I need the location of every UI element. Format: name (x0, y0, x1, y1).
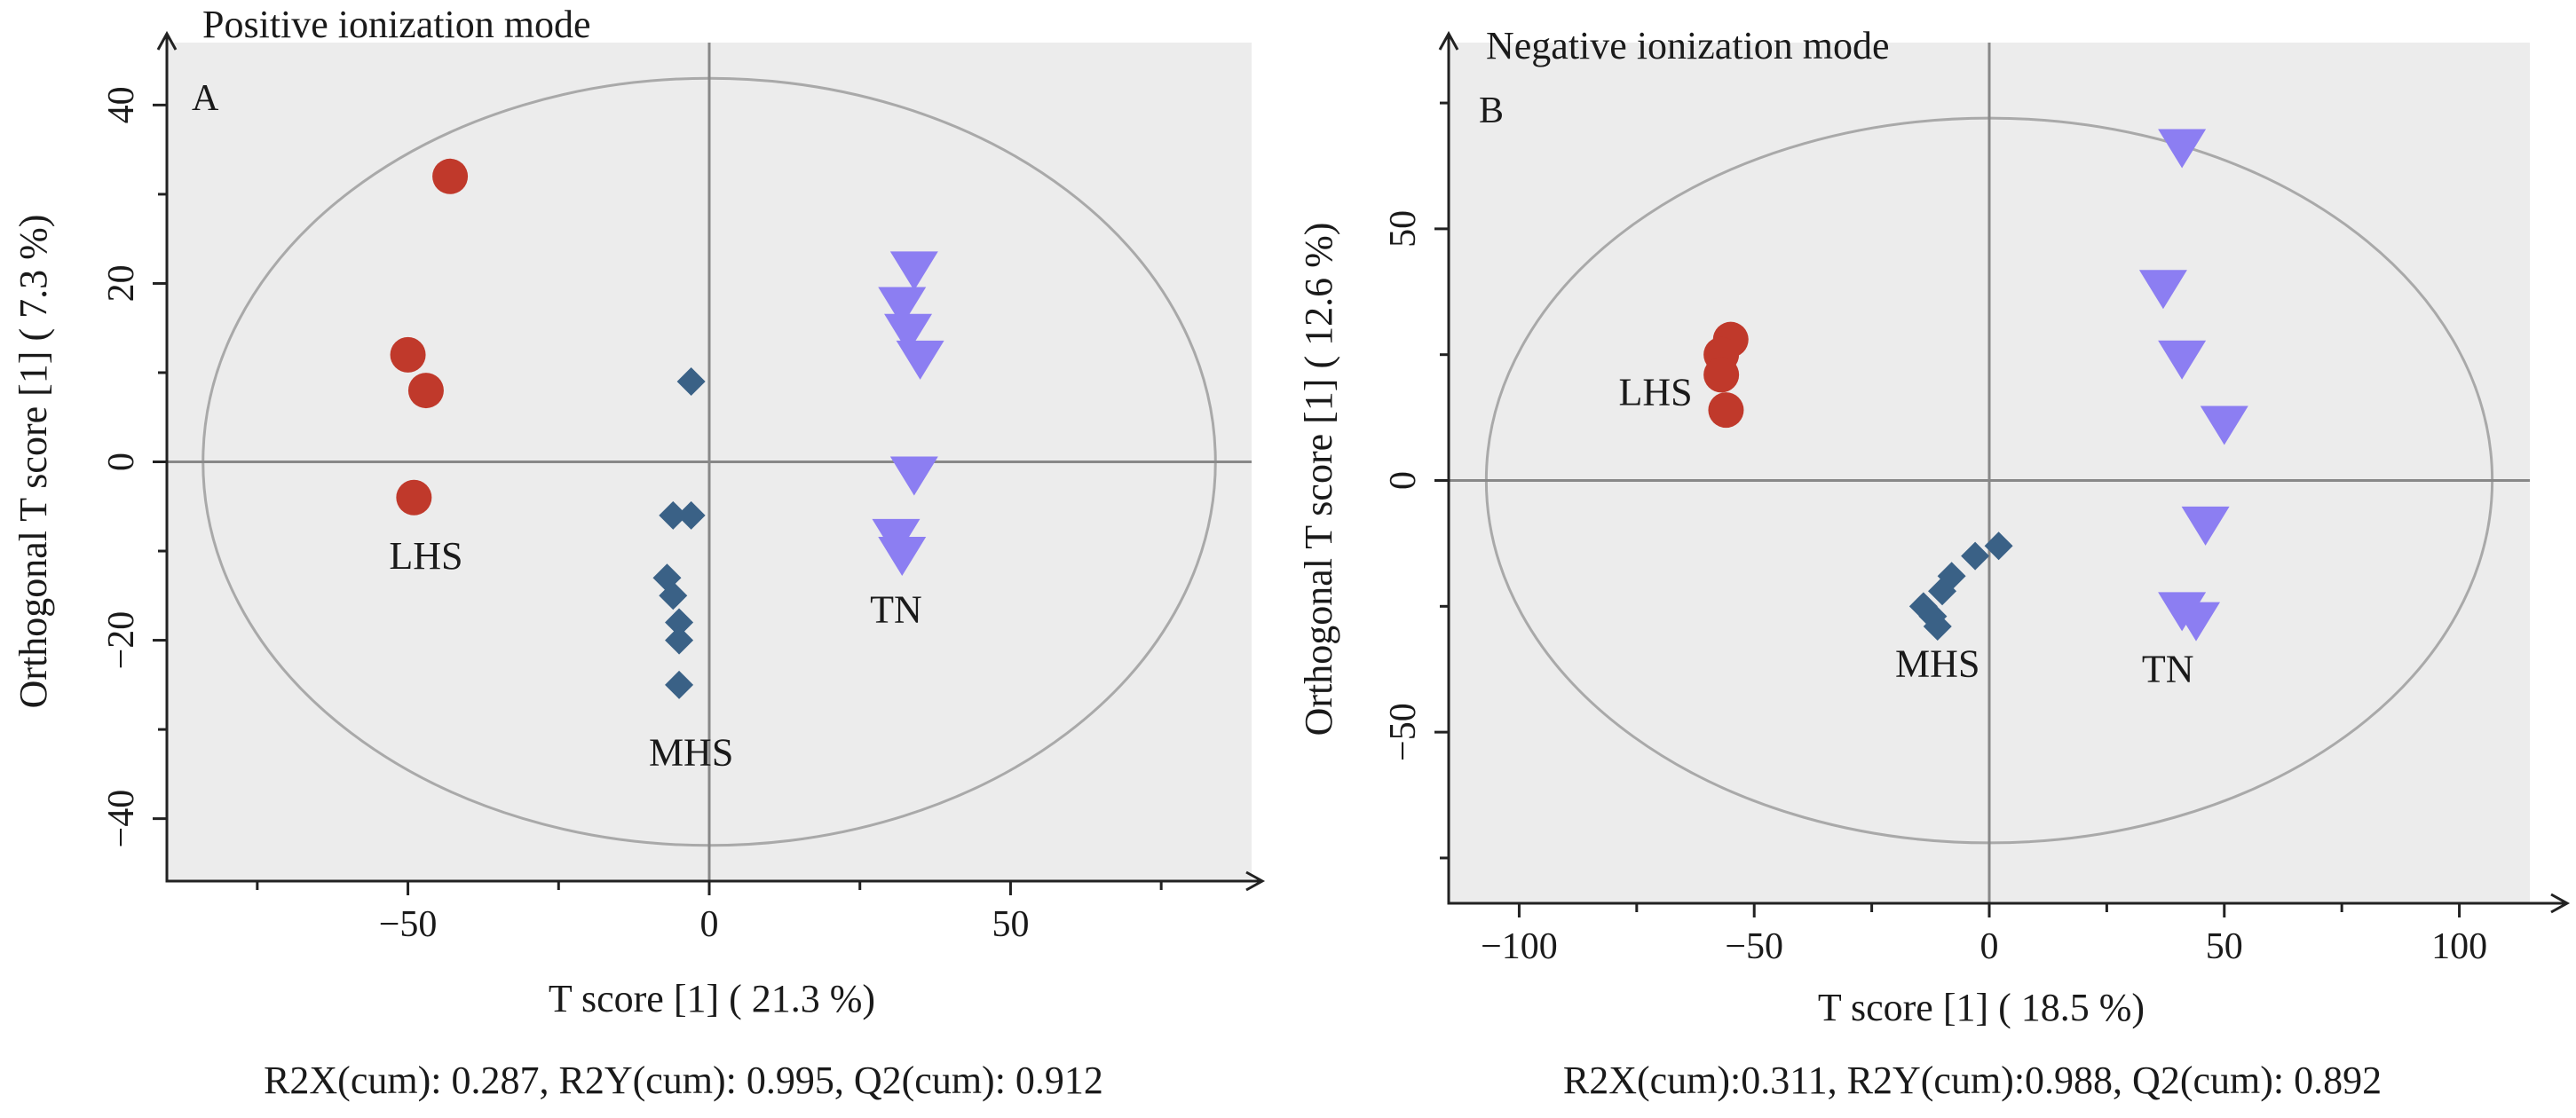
y-tick-label-a: 40 (101, 86, 142, 123)
point-tn-a (878, 287, 927, 327)
x-tick-label-a: −50 (379, 904, 438, 945)
point-mhs-a (659, 500, 688, 530)
y-ticks-b: −50 0 50 (1383, 101, 1449, 860)
point-tn-a (884, 313, 933, 353)
x-tick-label-a: 50 (992, 904, 1029, 945)
point-mhs-a (665, 626, 694, 655)
group-label-tn-a: TN (870, 587, 922, 631)
group-labels-b: LHS MHS TN (1618, 370, 2193, 690)
point-tn-b (2181, 506, 2230, 546)
point-tn-b (2158, 340, 2207, 380)
group-label-mhs-a: MHS (649, 730, 733, 774)
point-mhs-b (1984, 531, 2013, 561)
point-tn-a (889, 456, 938, 496)
panel-b: −100 −50 0 50 100 −50 0 50 LHS MHS TN Negative i… (1297, 24, 2571, 1102)
y-axis-arrow-b (1438, 30, 1459, 51)
point-mhs-a (665, 670, 694, 699)
x-tick-label-b: −100 (1481, 926, 1558, 967)
y-tick-label-b: 0 (1383, 471, 1424, 490)
point-lhs-a (432, 158, 469, 194)
point-mhs-a (676, 367, 706, 397)
x-axis-arrow-b (2550, 893, 2571, 914)
point-mhs-b (1923, 612, 1952, 642)
group-label-tn-b: TN (2142, 647, 2194, 690)
point-tn-b (2172, 602, 2221, 642)
x-tick-label-b: −50 (1725, 926, 1783, 967)
y-tick-label-a: −40 (101, 790, 142, 848)
group-label-lhs-a: LHS (389, 534, 462, 578)
point-mhs-a (665, 608, 694, 637)
panel-a-label: A (192, 78, 219, 119)
y-ticks-a: −40 −20 0 20 40 (101, 86, 167, 847)
x-axis-arrow-a (1245, 870, 1266, 892)
group-labels-a: LHS MHS TN (389, 534, 921, 774)
group-label-mhs-b: MHS (1895, 642, 1979, 686)
y-tick-label-b: −50 (1383, 703, 1424, 761)
point-tn-b (2138, 270, 2187, 310)
x-tick-label-b: 50 (2206, 926, 2243, 967)
panel-b-footer: R2X(cum):0.311, R2Y(cum):0.988, Q2(cum):… (1563, 1059, 2382, 1102)
panel-a-ylabel: Orthogonal T score [1] ( 7.3 %) (12, 215, 55, 709)
panel-a-xlabel: T score [1] ( 21.3 %) (549, 977, 875, 1020)
y-tick-label-a: −20 (101, 611, 142, 670)
point-mhs-a (659, 581, 688, 610)
axes-b (1447, 35, 2565, 905)
point-tn-a (878, 537, 927, 577)
x-tick-label-b: 0 (1980, 926, 1999, 967)
point-lhs-b (1703, 357, 1740, 393)
point-mhs-a (676, 500, 706, 530)
data-points-a (390, 158, 944, 699)
axes-a (165, 35, 1260, 883)
x-ticks-b: −100 −50 0 50 100 (1481, 903, 2487, 967)
point-lhs-b (1708, 392, 1744, 429)
panel-a: −50 0 50 −40 −20 0 20 40 LHS MHS TN Positive ion… (12, 3, 1266, 1102)
y-tick-label-a: 20 (101, 264, 142, 302)
point-tn-a (896, 340, 944, 380)
point-lhs-a (390, 336, 426, 373)
point-mhs-b (1961, 541, 1990, 571)
point-lhs-a (407, 373, 444, 409)
panel-b-title: Negative ionization mode (1486, 24, 1890, 67)
y-axis-arrow-a (156, 30, 178, 51)
point-mhs-b (1928, 577, 1957, 606)
data-points-b (1703, 129, 2248, 642)
panel-b-xlabel: T score [1] ( 18.5 %) (1818, 986, 2145, 1029)
panel-a-title: Positive ionization mode (202, 3, 591, 46)
y-tick-label-a: 0 (101, 453, 142, 471)
point-tn-a (889, 251, 938, 291)
x-tick-label-a: 0 (700, 904, 719, 945)
panel-a-footer: R2X(cum): 0.287, R2Y(cum): 0.995, Q2(cum… (264, 1059, 1103, 1102)
point-tn-b (2200, 405, 2248, 445)
point-tn-b (2158, 129, 2207, 169)
x-tick-label-b: 100 (2431, 926, 2487, 967)
panel-b-ylabel: Orthogonal T score [1] ( 12.6 %) (1297, 223, 1340, 736)
x-ticks-a: −50 0 50 (256, 881, 1163, 945)
y-tick-label-b: 50 (1383, 210, 1424, 248)
group-label-lhs-b: LHS (1618, 370, 1692, 413)
panel-b-label: B (1479, 91, 1504, 131)
point-lhs-a (396, 479, 432, 516)
